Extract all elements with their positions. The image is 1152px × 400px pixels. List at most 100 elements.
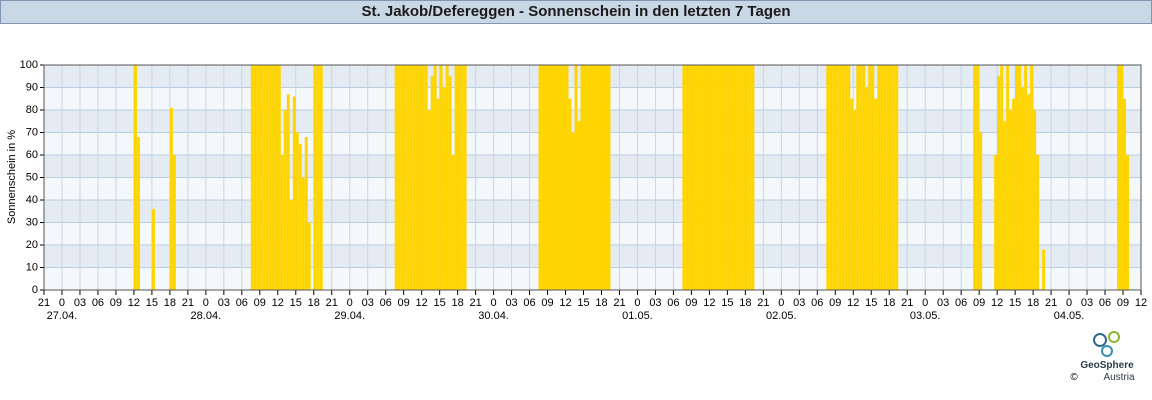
bar: [286, 94, 290, 290]
bar: [274, 65, 278, 290]
bar: [268, 65, 272, 290]
bar: [856, 65, 860, 290]
y-tick-label: 20: [26, 239, 38, 251]
x-tick-label: 18: [883, 297, 895, 309]
x-tick-label: 03: [649, 297, 661, 309]
x-date-label: 02.05.: [766, 310, 797, 322]
bar: [871, 65, 875, 290]
bar: [577, 121, 581, 290]
bar: [151, 209, 155, 290]
bar: [685, 65, 689, 290]
bar: [283, 110, 287, 290]
bar: [1012, 98, 1016, 290]
chart-title: St. Jakob/Defereggen - Sonnenschein in d…: [0, 0, 1152, 24]
bar: [826, 65, 830, 290]
bar: [1033, 110, 1037, 290]
x-tick-label: 15: [290, 297, 302, 309]
logo-name: GeoSphere: [1080, 360, 1134, 371]
bar: [589, 65, 593, 290]
y-tick-label: 40: [26, 194, 38, 206]
bar: [172, 155, 176, 290]
bar: [895, 65, 899, 290]
bar: [553, 65, 557, 290]
bar: [415, 65, 419, 290]
x-tick-label: 06: [667, 297, 679, 309]
bar: [304, 137, 308, 290]
bar: [316, 65, 320, 290]
bar: [412, 65, 416, 290]
x-tick-label: 0: [1066, 297, 1072, 309]
x-tick-label: 21: [613, 297, 625, 309]
x-tick-label: 03: [793, 297, 805, 309]
x-tick-label: 09: [254, 297, 266, 309]
logo-icon: [1093, 333, 1107, 347]
logo-icon: [1101, 345, 1113, 357]
bar: [460, 65, 464, 290]
bar: [295, 132, 299, 290]
bar: [706, 65, 710, 290]
plot-frame: [43, 64, 1142, 291]
x-tick-label: 03: [362, 297, 374, 309]
x-tick-label: 03: [1081, 297, 1093, 309]
copyright: ©: [1070, 372, 1078, 383]
bar: [253, 65, 257, 290]
x-tick-label: 0: [203, 297, 209, 309]
bar: [583, 65, 587, 290]
bar: [1030, 65, 1034, 290]
x-tick-label: 09: [829, 297, 841, 309]
bar: [271, 65, 275, 290]
x-tick-label: 12: [272, 297, 284, 309]
bar: [751, 65, 755, 290]
bar: [1126, 155, 1130, 290]
x-tick-label: 12: [559, 297, 571, 309]
bar: [1042, 249, 1046, 290]
bar: [400, 65, 404, 290]
bar: [721, 65, 725, 290]
bar: [880, 65, 884, 290]
x-tick-label: 15: [577, 297, 589, 309]
bar: [883, 65, 887, 290]
bar: [1015, 65, 1019, 290]
x-tick-label: 12: [847, 297, 859, 309]
x-tick-label: 18: [739, 297, 751, 309]
logo: GeoSphere Austria ©: [1070, 331, 1135, 383]
x-tick-label: 12: [991, 297, 1003, 309]
x-tick-label: 12: [128, 297, 140, 309]
bar: [838, 65, 842, 290]
bar: [598, 65, 602, 290]
bar: [604, 65, 608, 290]
x-tick-label: 06: [523, 297, 535, 309]
bar: [694, 65, 698, 290]
x-tick-label: 09: [110, 297, 122, 309]
bar: [403, 65, 407, 290]
x-tick-label: 18: [595, 297, 607, 309]
bar: [745, 65, 749, 290]
bar: [607, 65, 611, 290]
bar: [727, 65, 731, 290]
bar: [259, 65, 263, 290]
bar: [1123, 98, 1127, 290]
x-date-label: 27.04.: [47, 310, 78, 322]
bar: [886, 65, 890, 290]
x-tick-label: 06: [1099, 297, 1111, 309]
bar: [592, 65, 596, 290]
logo-icon: [1108, 331, 1120, 343]
bar: [892, 65, 896, 290]
bar: [1120, 65, 1124, 290]
x-tick-label: 0: [491, 297, 497, 309]
bar: [250, 65, 254, 290]
bar: [1000, 65, 1004, 290]
bar: [301, 177, 305, 290]
bar: [742, 65, 746, 290]
bar: [1006, 65, 1010, 290]
bar: [418, 65, 422, 290]
x-date-label: 04.05.: [1054, 310, 1085, 322]
bar: [445, 65, 449, 290]
bar: [1024, 65, 1028, 290]
bar: [409, 65, 413, 290]
bar: [829, 65, 833, 290]
x-tick-label: 21: [469, 297, 481, 309]
bar: [397, 65, 401, 290]
bar: [448, 76, 452, 290]
bar: [547, 65, 551, 290]
